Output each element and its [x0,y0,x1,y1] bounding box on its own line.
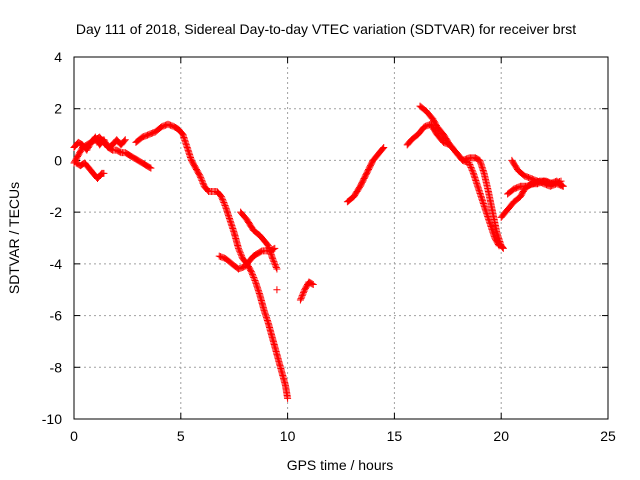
data-point [308,280,316,288]
y-tick-label: -10 [42,411,62,427]
data-point [234,244,242,252]
data-point [299,290,307,298]
data-points [70,102,567,402]
y-tick-label: 0 [54,152,62,168]
chart-title: Day 111 of 2018, Sidereal Day-to-day VTE… [76,21,576,37]
data-point [467,163,475,171]
data-point [466,162,474,170]
axis-ticks: 0 5 10 15 20 25 -10 -8 -6 -4 -2 0 2 4 [42,49,616,444]
data-point [499,243,507,251]
data-point [220,199,228,207]
data-point [499,244,507,252]
series-arc-f [237,208,281,273]
data-point [236,249,244,257]
data-point [197,175,205,183]
data-point [196,172,204,180]
data-point [270,258,278,266]
data-point [250,274,258,282]
data-point [270,259,278,267]
x-tick-label: 10 [280,428,296,444]
data-point [251,276,259,284]
data-point [299,289,307,297]
series-arc-g [273,286,281,294]
data-point [238,252,246,260]
data-point [199,179,207,187]
series-arc-i [343,144,388,206]
x-tick-label: 5 [177,428,185,444]
series-arc-c [72,159,108,183]
data-point [379,145,387,153]
data-point [284,394,292,402]
data-point [466,160,474,168]
data-point [247,268,255,276]
data-point [558,182,566,190]
data-point [236,247,244,255]
data-point [198,178,206,186]
y-tick-label: -4 [50,256,63,272]
data-point [198,176,206,184]
y-tick-label: 4 [54,49,62,65]
data-point [273,265,281,273]
series-arc-d [132,120,292,402]
x-tick-label: 20 [493,428,509,444]
data-point [273,286,281,294]
data-point [219,196,227,204]
data-point [296,296,304,304]
data-point [309,281,317,289]
data-point [465,159,473,167]
data-point [219,197,227,205]
series-arc-h [296,278,317,304]
series-arc-e [215,244,279,273]
y-tick-label: -6 [50,308,63,324]
grid [74,57,608,419]
data-point [269,256,277,264]
data-point [298,293,306,301]
x-tick-label: 25 [600,428,616,444]
data-point [559,182,567,190]
data-point [250,275,258,283]
data-point [468,166,476,174]
data-point [380,144,388,151]
series-arc-b [70,133,155,172]
data-point [120,137,128,145]
x-tick-label: 0 [70,428,78,444]
data-point [121,136,129,144]
y-tick-label: 2 [54,101,62,117]
x-tick-label: 15 [387,428,403,444]
data-point [235,246,243,254]
data-point [495,242,503,250]
data-point [237,250,245,258]
data-point [297,295,305,303]
y-tick-label: -2 [50,204,63,220]
data-point [221,201,229,209]
data-point [468,165,476,173]
data-point [494,240,502,248]
data-point [271,261,279,269]
data-point [100,169,108,177]
data-point [248,269,256,277]
data-point [469,168,477,176]
data-point [218,194,226,202]
series-arc-k [416,102,503,250]
data-point [197,173,205,181]
data-point [147,164,155,172]
data-point [272,264,280,272]
data-point [146,164,154,172]
data-point [217,193,225,201]
data-point [220,200,228,208]
plot-frame [73,56,609,420]
data-point [498,243,506,251]
data-point [249,272,257,280]
data-point [298,292,306,300]
data-point [272,262,280,270]
x-axis-label: GPS time / hours [287,457,394,473]
y-tick-label: -8 [50,359,63,375]
data-point [269,255,277,263]
y-axis-label: SDTVAR / TECUs [6,182,22,294]
series-arc-n [508,156,567,190]
data-point [249,271,257,279]
